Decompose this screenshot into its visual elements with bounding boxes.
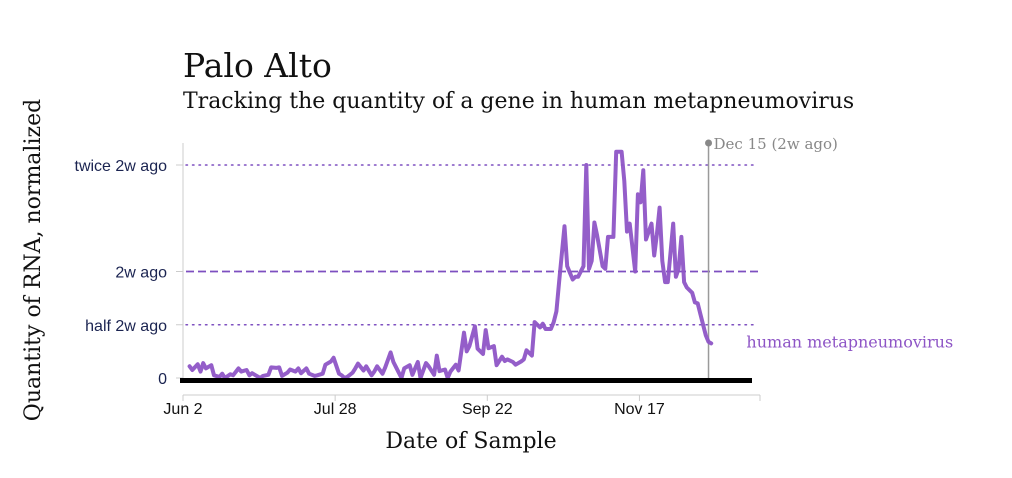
chart-subtitle: Tracking the quantity of a gene in human… — [183, 89, 854, 114]
y-tick-label: 0 — [158, 371, 167, 388]
marker-dot — [705, 139, 713, 147]
x-tick-label: Nov 17 — [614, 401, 665, 418]
series-label: human metapneumovirus — [746, 332, 953, 351]
x-axis-label: Date of Sample — [385, 429, 556, 454]
axes — [182, 143, 760, 396]
chart-title: Palo Alto — [183, 46, 332, 85]
x-tick-label: Jun 2 — [163, 401, 202, 418]
series: human metapneumovirus — [187, 149, 953, 380]
reference-lines — [185, 164, 762, 326]
series-line — [187, 149, 714, 380]
y-tick-label: 2w ago — [115, 265, 167, 282]
x-tick-label: Sep 22 — [462, 401, 513, 418]
y-tick-label: twice 2w ago — [75, 158, 168, 175]
y-axis-label: Quantity of RNA, normalized — [21, 99, 46, 421]
y-tick-label: half 2w ago — [85, 318, 167, 335]
x-tick-label: Jul 28 — [314, 401, 357, 418]
marker-label: Dec 15 (2w ago) — [714, 135, 838, 153]
y-tick-labels: 0 half 2w ago 2w ago twice 2w ago — [75, 158, 183, 388]
x-tick-labels: Jun 2 Jul 28 Sep 22 Nov 17 — [163, 395, 761, 418]
